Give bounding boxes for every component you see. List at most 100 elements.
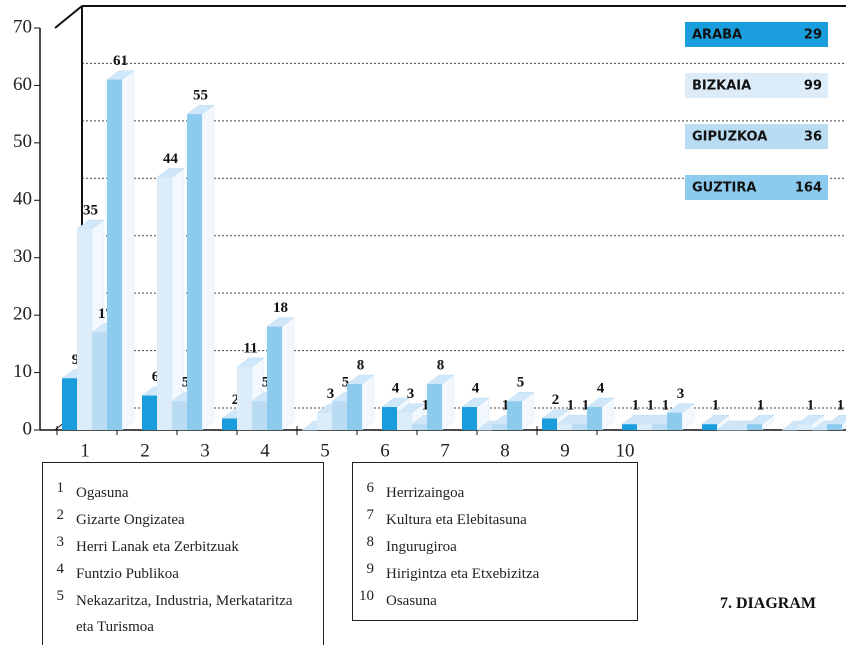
key-number: 1: [56, 480, 65, 496]
value-label: 5: [182, 375, 190, 391]
bar: [587, 407, 602, 430]
key-name: Gizarte Ongizatea: [76, 512, 185, 528]
bar-side: [121, 70, 135, 431]
value-label: 3: [407, 386, 415, 402]
x-tick-label: 1: [80, 440, 90, 461]
value-label: 5: [517, 375, 525, 391]
value-label: 1: [712, 398, 720, 414]
value-label: 35: [83, 202, 98, 218]
value-label: 2: [552, 392, 560, 408]
y-tick-label: 30: [13, 246, 32, 267]
legend-label: BIZKAIA: [692, 79, 751, 94]
bar: [412, 424, 427, 430]
x-tick-label: 8: [500, 440, 510, 461]
top-edge: [54, 5, 83, 29]
x-tick-label: 9: [560, 440, 570, 461]
x-tick-label: 3: [200, 440, 210, 461]
key-number: 5: [56, 588, 65, 604]
key-number: 9: [366, 561, 375, 577]
legend-box: [352, 462, 638, 621]
bar: [557, 424, 572, 430]
bar: [77, 229, 92, 430]
bar: [667, 412, 682, 430]
key-number: 10: [359, 588, 374, 604]
bar: [222, 418, 237, 430]
bar: [107, 79, 122, 430]
key-number: 8: [366, 534, 375, 550]
bar: [492, 424, 507, 430]
bar: [462, 407, 477, 430]
key-item: 2 Gizarte Ongizatea: [42, 507, 301, 533]
bar: [252, 401, 267, 430]
legend-box: [42, 462, 324, 645]
value-label: 1: [757, 398, 765, 414]
bar: [702, 424, 717, 430]
x-tick-label: 10: [616, 440, 635, 461]
key-item: 5 Nekazaritza, Industria, Merkataritza et…: [42, 588, 301, 640]
value-label: 1: [422, 398, 430, 414]
key-number: 6: [366, 480, 375, 496]
key-name: Herrizaingoa: [386, 485, 465, 501]
value-label: 44: [163, 151, 179, 167]
value-label: 1: [807, 398, 815, 414]
legend-label: GIPUZKOA: [692, 130, 767, 145]
key-name: Funtzio Publikoa: [76, 566, 179, 582]
value-label: 1: [647, 398, 655, 414]
value-label: 1: [582, 398, 590, 414]
bar: [382, 407, 397, 430]
key-number: 2: [56, 507, 65, 523]
key-item: 1 Ogasuna: [42, 480, 301, 506]
key-number: 4: [56, 561, 65, 577]
bar: [622, 424, 637, 430]
y-tick-label: 10: [13, 361, 32, 382]
bar: [427, 384, 442, 430]
key-number: 3: [56, 534, 65, 550]
y-tick-label: 70: [13, 16, 32, 37]
bar: [267, 326, 282, 430]
value-label: 9: [72, 352, 80, 368]
legend-value: 99: [804, 79, 822, 94]
bar: [542, 418, 557, 430]
bar: [652, 424, 667, 430]
value-label: 3: [327, 386, 335, 402]
value-label: 1: [632, 398, 640, 414]
key-item: 6 Herrizaingoa: [352, 480, 611, 506]
value-label: 4: [392, 380, 400, 396]
bar: [797, 424, 812, 430]
value-label: 4: [472, 380, 480, 396]
value-label: 2: [232, 392, 240, 408]
legend-label: GUZTIRA: [692, 181, 756, 196]
bar: [317, 412, 332, 430]
key-item: 8 Ingurugiroa: [352, 534, 611, 560]
legend-label: ARABA: [692, 28, 742, 43]
bar: [172, 401, 187, 430]
value-label: 5: [342, 375, 350, 391]
key-name: Hirigintza eta Etxebizitza: [386, 566, 540, 582]
key-name: Herri Lanak eta Zerbitzuak: [76, 539, 239, 555]
chart-title: 7. DIAGRAM: [720, 595, 816, 612]
bar: [157, 177, 172, 430]
bar: [332, 401, 347, 430]
y-tick-label: 20: [13, 304, 32, 325]
bar: [92, 332, 107, 430]
x-tick-label: 7: [440, 440, 450, 461]
bar: [507, 401, 522, 430]
bar: [827, 424, 842, 430]
y-tick-label: 60: [13, 74, 32, 95]
key-name: Osasuna: [386, 593, 437, 609]
bar-side: [361, 374, 375, 431]
value-label: 55: [193, 88, 208, 104]
bar-top: [826, 415, 846, 425]
legend-swatch: [685, 73, 828, 98]
value-label: 1: [567, 398, 575, 414]
legend-value: 164: [795, 181, 822, 196]
bar: [397, 412, 412, 430]
value-label: 18: [273, 300, 288, 316]
y-tick-label: 0: [23, 418, 33, 439]
bar: [637, 424, 652, 430]
key-item: 9 Hirigintza eta Etxebizitza: [352, 561, 611, 587]
legend-swatch: [685, 22, 828, 47]
bar: [347, 384, 362, 430]
key-name: Nekazaritza, Industria, Merkataritza eta…: [76, 593, 293, 635]
